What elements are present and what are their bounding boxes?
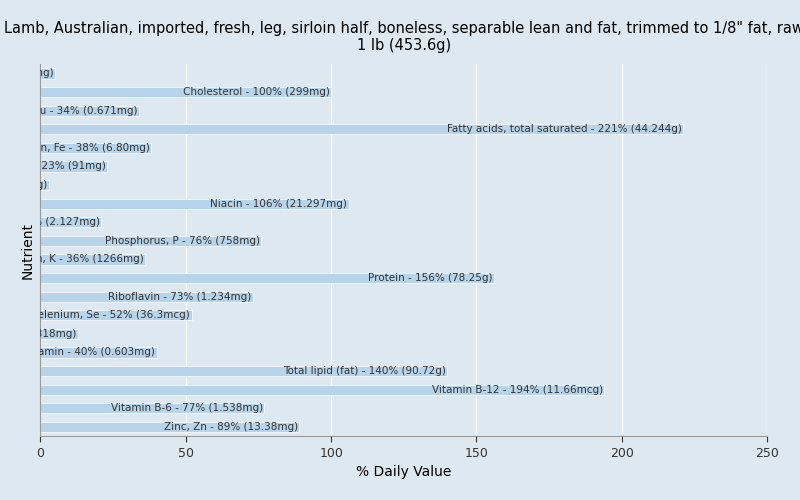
Bar: [40, 162, 107, 172]
Bar: [40, 198, 349, 209]
X-axis label: % Daily Value: % Daily Value: [356, 465, 451, 479]
Bar: [40, 403, 264, 413]
Bar: [40, 124, 683, 134]
Bar: [40, 366, 447, 376]
Text: Magnesium, Mg - 23% (91mg): Magnesium, Mg - 23% (91mg): [0, 162, 106, 172]
Text: Pantothenic acid - 21% (2.127mg): Pantothenic acid - 21% (2.127mg): [0, 218, 100, 228]
Bar: [40, 422, 299, 432]
Bar: [40, 142, 151, 153]
Text: Phosphorus, P - 76% (758mg): Phosphorus, P - 76% (758mg): [105, 236, 260, 246]
Title: Lamb, Australian, imported, fresh, leg, sirloin half, boneless, separable lean a: Lamb, Australian, imported, fresh, leg, …: [4, 21, 800, 53]
Text: Fatty acids, total saturated - 221% (44.244g): Fatty acids, total saturated - 221% (44.…: [446, 124, 682, 134]
Text: Vitamin B-12 - 194% (11.66mcg): Vitamin B-12 - 194% (11.66mcg): [432, 384, 603, 394]
Text: Calcium, Ca - 5% (54mg): Calcium, Ca - 5% (54mg): [0, 68, 54, 78]
Text: Vitamin B-6 - 77% (1.538mg): Vitamin B-6 - 77% (1.538mg): [110, 404, 263, 413]
Text: Zinc, Zn - 89% (13.38mg): Zinc, Zn - 89% (13.38mg): [163, 422, 298, 432]
Text: Copper, Cu - 34% (0.671mg): Copper, Cu - 34% (0.671mg): [0, 106, 138, 116]
Bar: [40, 106, 139, 116]
Bar: [40, 68, 55, 78]
Bar: [40, 236, 262, 246]
Text: Riboflavin - 73% (1.234mg): Riboflavin - 73% (1.234mg): [108, 292, 251, 302]
Text: Selenium, Se - 52% (36.3mcg): Selenium, Se - 52% (36.3mcg): [31, 310, 190, 320]
Text: Niacin - 106% (21.297mg): Niacin - 106% (21.297mg): [210, 198, 347, 208]
Bar: [40, 348, 157, 358]
Bar: [40, 217, 102, 228]
Bar: [40, 292, 253, 302]
Bar: [40, 254, 145, 264]
Text: Thiamin - 40% (0.603mg): Thiamin - 40% (0.603mg): [22, 348, 155, 358]
Y-axis label: Nutrient: Nutrient: [21, 222, 35, 278]
Bar: [40, 384, 605, 395]
Bar: [40, 310, 191, 320]
Text: Cholesterol - 100% (299mg): Cholesterol - 100% (299mg): [182, 87, 330, 97]
Text: Total lipid (fat) - 140% (90.72g): Total lipid (fat) - 140% (90.72g): [283, 366, 446, 376]
Text: Manganese, Mn - 3% (0.059mg): Manganese, Mn - 3% (0.059mg): [0, 180, 48, 190]
Bar: [40, 329, 78, 339]
Text: Protein - 156% (78.25g): Protein - 156% (78.25g): [368, 273, 493, 283]
Text: Potassium, K - 36% (1266mg): Potassium, K - 36% (1266mg): [0, 254, 144, 264]
Text: Iron, Fe - 38% (6.80mg): Iron, Fe - 38% (6.80mg): [26, 143, 150, 153]
Bar: [40, 180, 49, 190]
Bar: [40, 87, 331, 97]
Bar: [40, 273, 494, 283]
Text: Sodium, Na - 13% (318mg): Sodium, Na - 13% (318mg): [0, 329, 77, 339]
